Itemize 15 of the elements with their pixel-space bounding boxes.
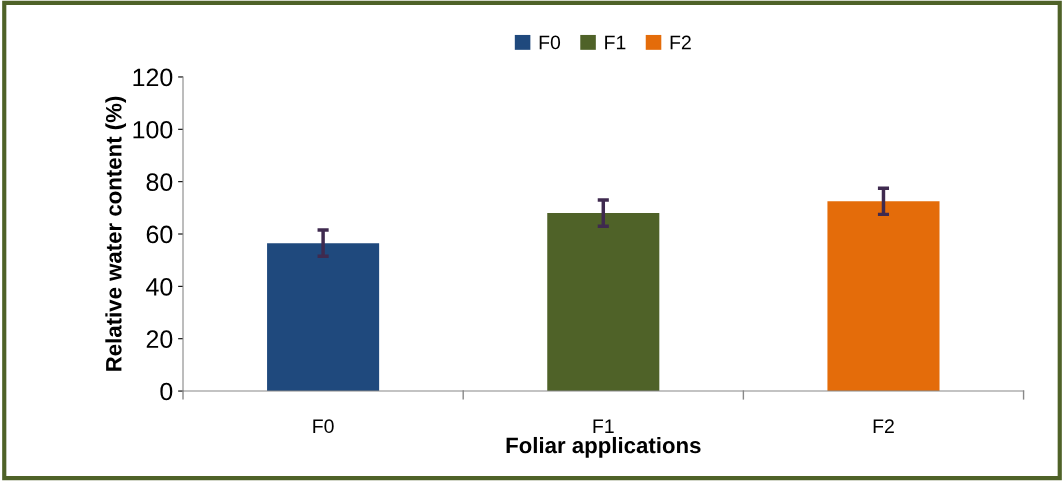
y-tick-label: 20 [146, 330, 173, 349]
y-tick-label: 120 [133, 68, 173, 87]
legend-label: F0 [539, 35, 561, 50]
y-tick-label: 100 [133, 120, 173, 139]
x-tick-label: F1 [593, 419, 614, 433]
x-tick-label: F2 [873, 419, 894, 433]
y-tick-label: 80 [146, 173, 173, 191]
legend-label: F1 [605, 35, 626, 50]
y-tick-label: 40 [146, 277, 173, 296]
y-tick-label: 60 [146, 225, 173, 244]
x-tick-label: F0 [313, 419, 334, 434]
y-tick-label: 0 [160, 382, 173, 401]
x-axis-title: Foliar applications [506, 436, 701, 458]
legend-label: F2 [670, 35, 691, 50]
y-axis-title: Relative water content (%) [105, 96, 127, 371]
